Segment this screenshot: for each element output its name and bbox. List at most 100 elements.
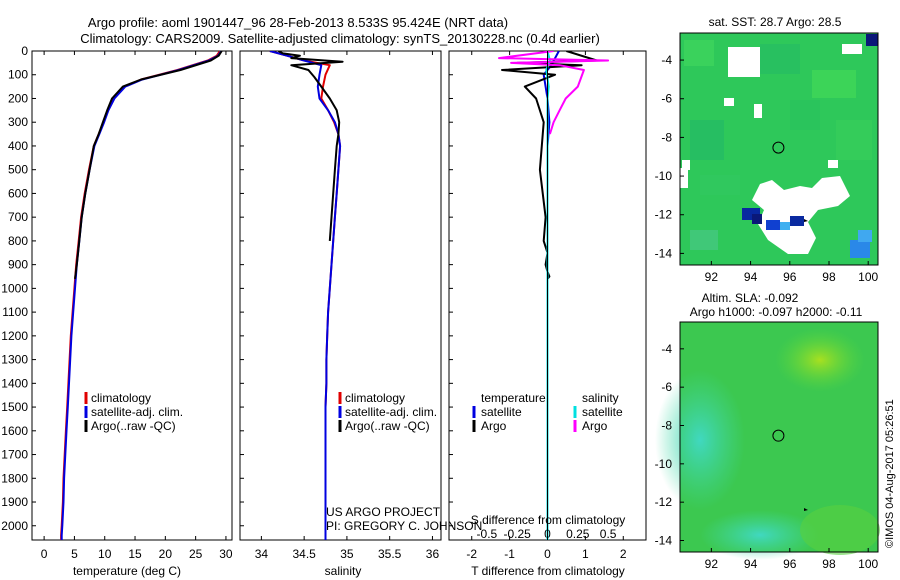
legend-label-satellite: satellite-adj. clim. [91,405,183,419]
y-tick-label: 2000 [1,519,28,533]
map-x-tick-label: 98 [822,557,836,571]
y-tick-label: 800 [8,234,28,248]
x-tick-label: 5 [71,547,78,561]
map-x-tick-label: 96 [783,270,797,284]
series-argo [278,51,344,241]
y-tick-label: 1900 [1,495,28,509]
map-y-tick-label: -12 [655,495,673,509]
series-s-argo [498,51,610,135]
map-y-tick-label: -14 [655,534,673,548]
legend-label-argo: Argo(..raw -QC) [345,419,430,433]
series-climatology [60,51,221,540]
x-tick-label: 1 [582,547,589,561]
sst-map-title: sat. SST: 28.7 Argo: 28.5 [709,15,842,29]
temperature-series [60,51,223,540]
sst-map-frame [679,32,879,266]
map-x-tick-label: 94 [744,557,758,571]
map-x-tick-label: 100 [858,557,878,571]
s-tick-label: 0.25 [566,527,590,541]
x-tick-label: 35.5 [378,547,402,561]
x-tick-label: -1 [504,547,515,561]
y-tick-label: 1500 [1,400,28,414]
x-tick-label: 0 [544,547,551,561]
sla-profile-location-marker [772,429,785,442]
x-tick-label: 34 [255,547,269,561]
legend-title-temperature: temperature [481,391,546,405]
sla-map-field [655,322,880,560]
s-tick-label: -0.25 [504,527,532,541]
x-tick-label: 15 [128,547,142,561]
map-x-tick-label: 100 [858,270,878,284]
legend-label-argo: Argo(..raw -QC) [91,419,176,433]
map-y-tick-label: -8 [661,419,672,433]
legend-label-s-satellite: satellite [582,405,623,419]
salinity-legend: climatology satellite-adj. clim. Argo(..… [326,391,482,533]
map-y-tick-label: -14 [655,246,673,260]
map-y-tick-label: -6 [661,92,672,106]
project-annotation: US ARGO PROJECT [326,505,441,519]
imos-stamp: ©IMOS 04-Aug-2017 05:26:51 [884,399,896,548]
salinity-xlabel: salinity [325,564,362,578]
map-x-tick-label: 92 [705,270,719,284]
map-y-tick-label: -6 [661,380,672,394]
y-tick-label: 500 [8,163,28,177]
map-x-tick-label: 98 [822,270,836,284]
y-tick-label: 200 [8,91,28,105]
y-tick-label: 1300 [1,353,28,367]
map-x-tick-label: 94 [744,270,758,284]
title-line1: Argo profile: aoml 1901447_96 28-Feb-201… [88,15,508,30]
temperature-legend: climatology satellite-adj. clim. Argo(..… [84,391,183,433]
y-tick-label: 900 [8,258,28,272]
map-y-tick-label: -12 [655,208,673,222]
diff-xlabel: T difference from climatology [471,564,625,578]
legend-label-climatology: climatology [91,391,151,405]
series-satellite-adj-clim- [269,51,342,540]
sst-map-field [680,33,878,265]
y-tick-label: 100 [8,68,28,82]
y-tick-label: 1700 [1,448,28,462]
y-tick-label: 300 [8,115,28,129]
y-tick-label: 1100 [2,305,28,319]
map-y-tick-label: -4 [661,53,672,67]
legend-label-t-satellite: satellite [481,405,522,419]
x-tick-label: 35 [340,547,354,561]
s-tick-label: -0.5 [477,527,498,541]
sla-float-track-marker [804,508,808,511]
temperature-panel [31,50,233,541]
difference-series [498,51,610,540]
y-tick-label: 700 [8,210,28,224]
s-tick-label: 0.5 [600,527,617,541]
map-x-tick-label: 96 [783,557,797,571]
diff-xlabel-top: S difference from climatology [471,513,626,527]
map-x-tick-label: 92 [705,557,719,571]
x-tick-label: 25 [189,547,203,561]
salinity-panel [239,50,442,541]
y-tick-label: 400 [8,139,28,153]
sst-float-track-marker [804,219,808,222]
x-tick-label: 20 [159,547,173,561]
legend-label-s-argo: Argo [582,419,608,433]
sla-map-title-line1: Altim. SLA: -0.092 [702,291,799,305]
series-t-satellite [542,51,560,540]
y-tick-label: 0 [21,44,28,58]
temperature-xlabel: temperature (deg C) [73,564,181,578]
y-tick-label: 1400 [1,376,28,390]
x-tick-label: 10 [98,547,112,561]
sla-map-frame [679,321,879,553]
x-tick-label: -2 [466,547,477,561]
sla-map-title-line2: Argo h1000: -0.097 h2000: -0.11 [690,305,863,319]
map-ticks: 92 94 96 98 100 -4 -6 -8 -10 -12 -14 92 94 96 98 100 -4 -… [655,53,879,571]
legend-label-satellite: satellite-adj. clim. [345,405,437,419]
pi-annotation: PI: GREGORY C. JOHNSON [326,519,482,533]
x-tick-label: 30 [219,547,233,561]
series-argo [74,51,223,280]
x-tick-label: 2 [620,547,627,561]
legend-label-t-argo: Argo [481,419,507,433]
map-y-tick-label: -10 [655,169,673,183]
x-tick-label: 0 [41,547,48,561]
map-y-tick-label: -10 [655,457,673,471]
x-tick-label: 36 [426,547,440,561]
sst-profile-location-marker [772,141,785,154]
y-tick-label: 1200 [1,329,28,343]
